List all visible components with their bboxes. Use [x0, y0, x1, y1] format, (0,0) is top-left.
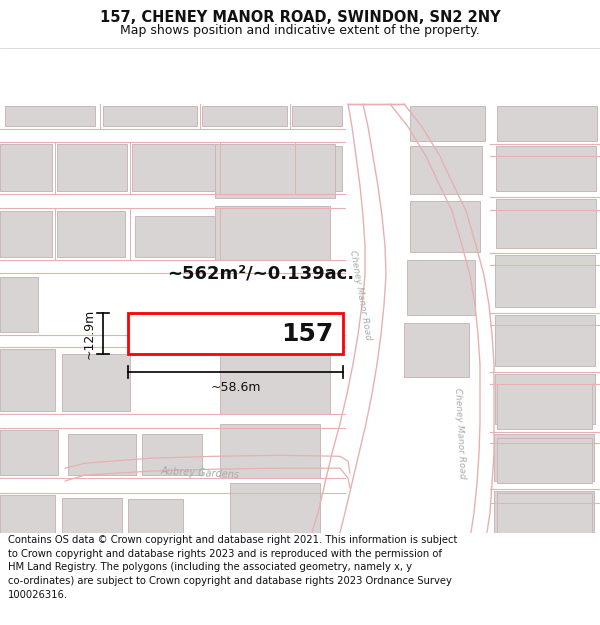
Bar [497, 439, 592, 483]
Bar [495, 315, 595, 366]
Bar [220, 349, 330, 414]
Bar [404, 322, 469, 377]
Text: Map shows position and indicative extent of the property.: Map shows position and indicative extent… [120, 24, 480, 37]
Bar [496, 146, 596, 191]
Bar [202, 106, 287, 126]
Bar [497, 384, 592, 429]
Bar [230, 483, 320, 532]
Text: Aubrey Gardens: Aubrey Gardens [160, 466, 239, 480]
Bar [128, 499, 183, 532]
Bar [497, 493, 592, 532]
Bar [142, 434, 202, 475]
Bar [222, 214, 290, 258]
Text: Cheney Manor Road: Cheney Manor Road [453, 388, 467, 479]
Bar [215, 206, 330, 260]
Text: ~58.6m: ~58.6m [210, 381, 261, 394]
Bar [494, 491, 594, 532]
Bar [0, 277, 38, 332]
Bar [5, 106, 95, 126]
Bar [494, 434, 594, 481]
Bar [0, 144, 52, 191]
Bar [62, 498, 122, 532]
Text: Cheney Manor Road: Cheney Manor Road [347, 249, 373, 341]
Bar [0, 211, 52, 258]
Bar [495, 374, 595, 424]
Bar [103, 106, 197, 126]
Text: ~12.9m: ~12.9m [83, 308, 96, 359]
Bar [496, 199, 596, 248]
Bar [222, 146, 292, 191]
Bar [215, 144, 335, 198]
Bar [132, 144, 217, 191]
Bar [292, 106, 342, 126]
Bar [68, 434, 136, 475]
Bar [410, 106, 485, 141]
Bar [57, 211, 125, 258]
Bar [410, 201, 480, 252]
Bar [62, 354, 130, 411]
Text: ~562m²/~0.139ac.: ~562m²/~0.139ac. [167, 264, 354, 282]
Text: Contains OS data © Crown copyright and database right 2021. This information is : Contains OS data © Crown copyright and d… [8, 535, 457, 599]
Bar [135, 216, 215, 258]
Bar [297, 146, 342, 191]
Bar [497, 106, 597, 141]
Bar [495, 256, 595, 307]
Bar [410, 146, 482, 194]
Bar [57, 144, 127, 191]
Bar [128, 312, 343, 354]
Bar [0, 349, 55, 411]
Text: 157: 157 [281, 321, 333, 346]
Bar [220, 424, 320, 478]
Bar [407, 260, 475, 315]
Text: 157, CHENEY MANOR ROAD, SWINDON, SN2 2NY: 157, CHENEY MANOR ROAD, SWINDON, SN2 2NY [100, 9, 500, 24]
Bar [0, 429, 58, 475]
Bar [0, 495, 55, 532]
